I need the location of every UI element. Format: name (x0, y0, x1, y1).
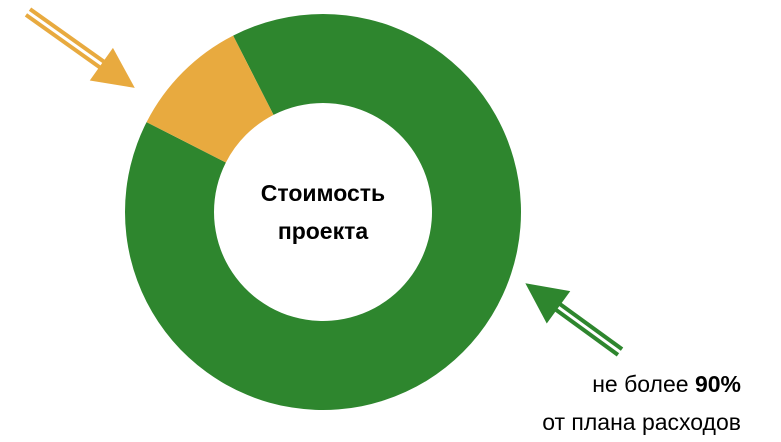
annotation-text: не более (592, 371, 688, 397)
annotation: от плана расходов (542, 409, 741, 435)
value-label: 90% (695, 371, 741, 397)
donut-slice (146, 35, 274, 163)
donut (124, 14, 521, 411)
center-title: Стоимость (261, 180, 385, 206)
annotation: не более 90% (592, 371, 741, 397)
orange-arrow (24, 7, 135, 88)
green-arrow (525, 283, 624, 357)
donut-slice (124, 14, 521, 411)
center-title: проекта (278, 218, 369, 244)
